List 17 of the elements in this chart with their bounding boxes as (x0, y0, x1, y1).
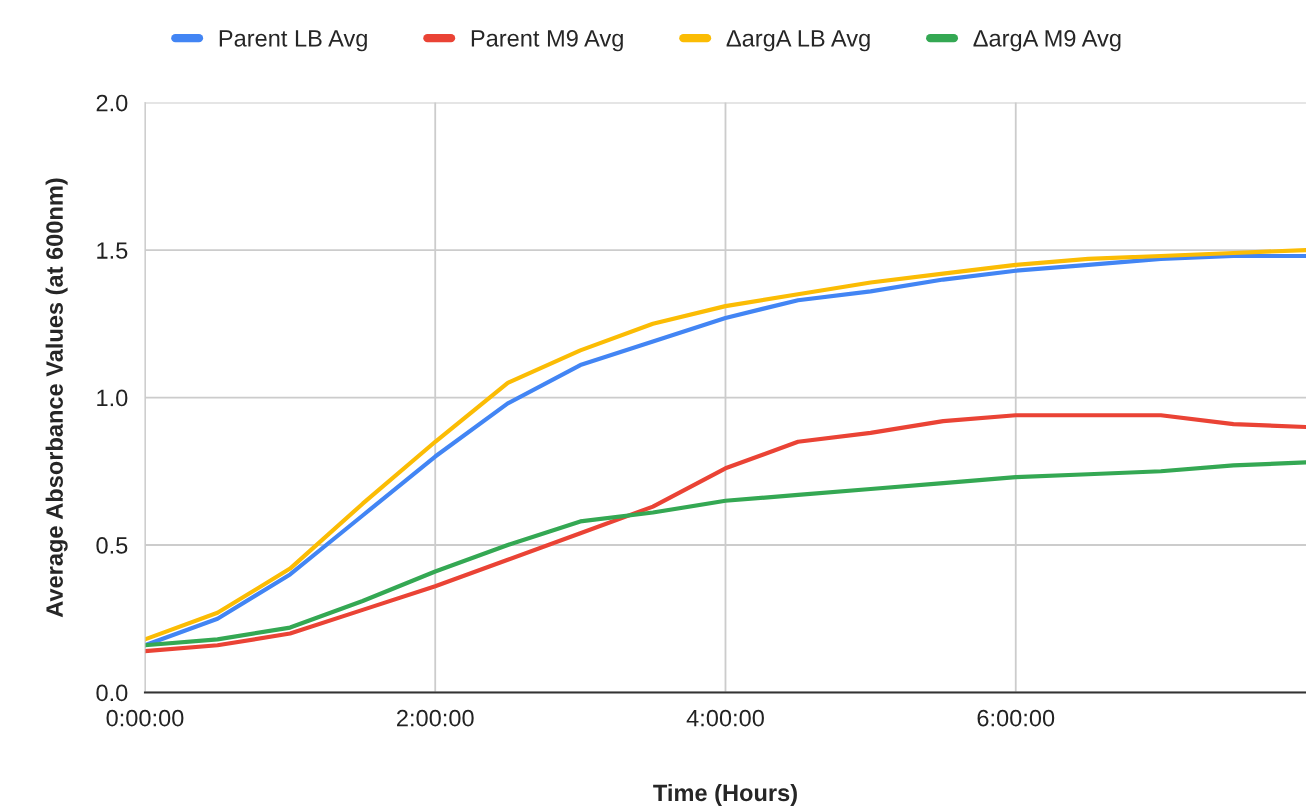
x-tick-label: 2:00:00 (397, 709, 474, 727)
y-tick-label: 2.0 (96, 94, 128, 112)
x-tick-label: 6:00:00 (977, 709, 1055, 727)
y-tick-label: 1.0 (97, 389, 128, 407)
x-tick-label: 4:00:00 (686, 709, 764, 727)
y-axis-title: Average Absorbance Values (at 600nm) (45, 178, 68, 618)
legend-label: Parent LB Avg (219, 30, 367, 52)
y-tick-label: 0.0 (96, 684, 128, 702)
line-series (144, 413, 1306, 654)
x-axis-title: Time (Hours) (653, 783, 797, 806)
legend-label: Parent M9 Avg (471, 29, 623, 52)
y-tick-label: 0.5 (96, 537, 128, 554)
legend-label: ΔargA M9 Avg (973, 29, 1121, 52)
legend-label: ΔargA LB Avg (726, 30, 870, 52)
x-tick-label: 0:00:00 (106, 709, 184, 727)
y-tick-label: 1.5 (97, 242, 128, 259)
line-series (144, 460, 1306, 648)
